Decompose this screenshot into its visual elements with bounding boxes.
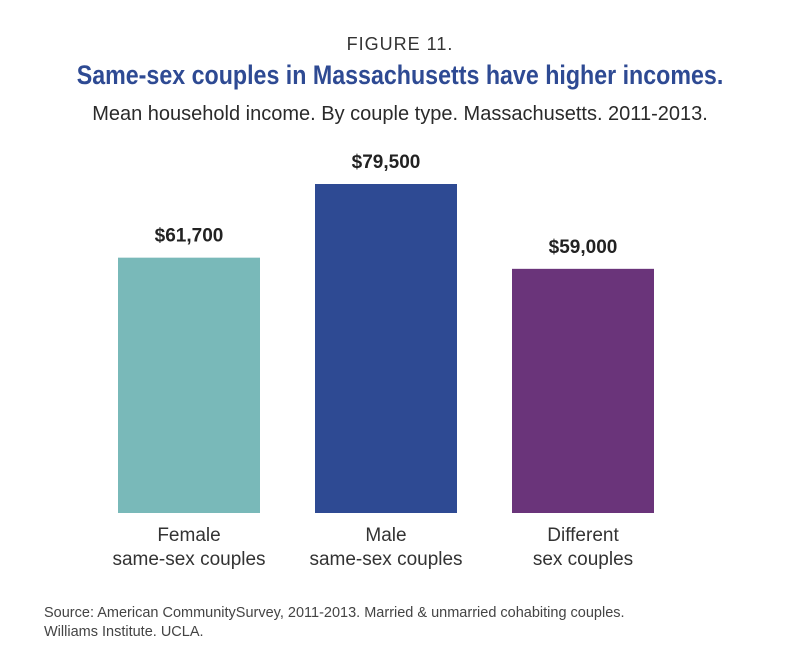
data-label-1: $61,700 — [155, 226, 224, 247]
category-label-2-line-1: Male — [365, 525, 406, 546]
source-line-1: Source: American CommunitySurvey, 2011-2… — [44, 605, 625, 621]
category-label-2-line-2: same-sex couples — [309, 549, 462, 570]
category-label-1-line-1: Female — [157, 525, 220, 546]
source-note: Source: American CommunitySurvey, 2011-2… — [44, 604, 764, 642]
figure-label: FIGURE 11. — [346, 34, 454, 54]
bar-2 — [315, 184, 457, 513]
bar-1 — [118, 257, 260, 513]
chart-subtitle: Mean household income. By couple type. M… — [92, 103, 708, 125]
data-label-3: $59,000 — [549, 237, 618, 258]
category-label-1-line-2: same-sex couples — [112, 549, 265, 570]
bar-3 — [512, 268, 654, 513]
chart-title: Same-sex couples in Massachusetts have h… — [76, 60, 724, 90]
source-line-2: Williams Institute. UCLA. — [44, 624, 204, 640]
data-label-2: $79,500 — [352, 152, 421, 173]
category-label-3-line-2: sex couples — [533, 549, 633, 570]
category-label-3-line-1: Different — [547, 525, 619, 546]
bar-chart: $61,700 Female same-sex couples $79,500 Male… — [112, 152, 654, 570]
